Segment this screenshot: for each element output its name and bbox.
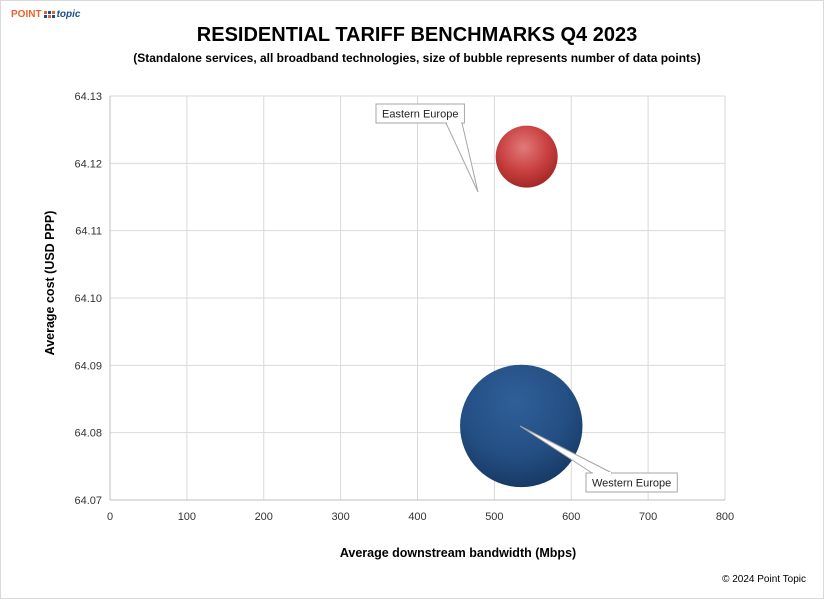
bubble-layer — [460, 125, 583, 488]
x-tick-label: 100 — [178, 511, 196, 523]
x-tick-label: 200 — [255, 511, 273, 523]
y-tick-label: 64.10 — [74, 293, 102, 305]
y-tick-label: 64.12 — [74, 158, 102, 170]
logo-point-text: POINT — [11, 9, 42, 20]
callout-box — [585, 472, 678, 493]
callout-label: Eastern Europe — [382, 109, 458, 121]
tick-layer: 0 100 200 300 400 500 600 700 800 64.07 64.08 64.09… — [74, 91, 734, 523]
y-axis-title: Average cost (USD PPP) — [43, 211, 57, 356]
x-tick-label: 600 — [562, 511, 580, 523]
callout-layer: Eastern Europe Western Europe — [375, 103, 678, 493]
x-tick-label: 700 — [639, 511, 657, 523]
y-tick-label: 64.09 — [74, 360, 102, 372]
x-tick-label: 800 — [716, 511, 734, 523]
point-topic-logo: POINT topic — [11, 9, 80, 20]
bubble-western-europe — [460, 364, 583, 488]
y-tick-label: 64.08 — [74, 428, 102, 440]
callout-pointer — [445, 122, 479, 193]
copyright-text: © 2024 Point Topic — [722, 574, 806, 585]
logo-dots-icon — [43, 11, 55, 18]
logo-topic-text: topic — [56, 9, 81, 20]
chart-subtitle: (Standalone services, all broadband tech… — [133, 51, 701, 65]
x-axis-title: Average downstream bandwidth (Mbps) — [340, 546, 576, 560]
y-tick-label: 64.13 — [74, 91, 102, 103]
x-tick-label: 0 — [107, 511, 113, 523]
x-tick-label: 300 — [331, 511, 349, 523]
bubble-eastern-europe — [495, 125, 558, 188]
grid-layer — [109, 95, 726, 501]
x-tick-label: 500 — [485, 511, 503, 523]
y-tick-label: 64.07 — [74, 495, 102, 507]
chart-title: RESIDENTIAL TARIFF BENCHMARKS Q4 2023 — [196, 24, 638, 46]
x-tick-label: 400 — [408, 511, 426, 523]
y-tick-label: 64.11 — [75, 226, 102, 238]
callout-label: Western Europe — [592, 478, 671, 490]
callout-box — [375, 103, 465, 124]
